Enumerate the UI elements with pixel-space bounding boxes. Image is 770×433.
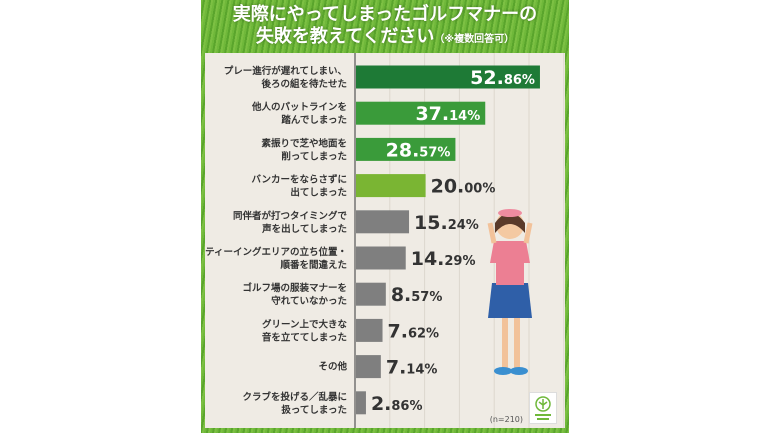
- value-label: 7.14%: [386, 357, 438, 379]
- category-label: 音を立ててしまった: [262, 331, 347, 343]
- bar: [356, 210, 410, 234]
- bar-chart: プレー進行が遅れてしまい、後ろの組を待たせた 52.86% 他人のパットラインを踏ん…: [205, 53, 565, 428]
- value-label: 8.57%: [391, 284, 443, 306]
- bar: [356, 174, 426, 198]
- bar: [356, 65, 540, 89]
- category-label: 削ってしまった: [281, 150, 347, 162]
- brand-logo: [529, 392, 557, 424]
- category-label: 素振りで芝や地面を: [260, 137, 347, 149]
- category-label: ゴルフ場の服装マナーを: [242, 282, 347, 294]
- value-label: 20.00%: [431, 176, 496, 198]
- category-label: バンカーをならさずに: [252, 174, 347, 186]
- chart-panel: プレー進行が遅れてしまい、 後ろの組を待たせた 52.86% 他人のパットラインを 踏ん…: [205, 53, 565, 428]
- bar: [356, 137, 456, 161]
- category-label: 同伴者が打つタイミングで: [233, 210, 348, 222]
- title-note: （※複数回答可）: [434, 34, 515, 45]
- sample-size-note: (n=210): [489, 415, 523, 424]
- bar: [356, 246, 406, 270]
- category-label: 守れていなかった: [271, 295, 347, 307]
- category-label: 順番を間違えた: [279, 259, 347, 271]
- value-label: 7.62%: [388, 320, 440, 342]
- title-line-2: 失敗を教えてください: [255, 26, 435, 47]
- category-label: 扱ってしまった: [281, 404, 347, 416]
- category-label: クラブを投げる／乱暴に: [242, 391, 347, 403]
- value-label: 15.24%: [414, 212, 479, 234]
- title-line-2-wrap: 失敗を教えてください（※複数回答可）: [201, 26, 569, 51]
- bar: [356, 391, 366, 415]
- category-label: 他人のパットラインを: [251, 101, 347, 113]
- category-label: 声を出してしまった: [261, 223, 347, 235]
- bar: [356, 318, 383, 342]
- value-label: 14.29%: [411, 248, 476, 270]
- title-line-1: 実際にやってしまったゴルフマナーの: [232, 4, 538, 25]
- bar: [356, 282, 386, 306]
- infographic: 実際にやってしまったゴルフマナーの 失敗を教えてください（※複数回答可） プレー…: [201, 0, 569, 433]
- category-label: その他: [318, 361, 347, 373]
- chart-title: 実際にやってしまったゴルフマナーの 失敗を教えてください（※複数回答可）: [201, 4, 569, 51]
- category-label: 踏んでしまった: [281, 114, 347, 126]
- value-label: 2.86%: [371, 393, 423, 415]
- leaf-icon: [535, 396, 551, 420]
- value-label: 28.57%: [386, 139, 451, 161]
- value-label: 52.86%: [470, 67, 535, 89]
- category-label: 出てしまった: [290, 187, 347, 199]
- bar: [356, 101, 486, 125]
- category-label: グリーン上で大きな: [262, 318, 348, 330]
- category-label: 後ろの組を待たせた: [261, 78, 347, 90]
- value-label: 37.14%: [415, 103, 480, 125]
- bar: [356, 355, 381, 379]
- category-label: プレー進行が遅れてしまい、: [224, 65, 347, 77]
- category-label: ティーイングエリアの立ち位置・: [205, 246, 347, 258]
